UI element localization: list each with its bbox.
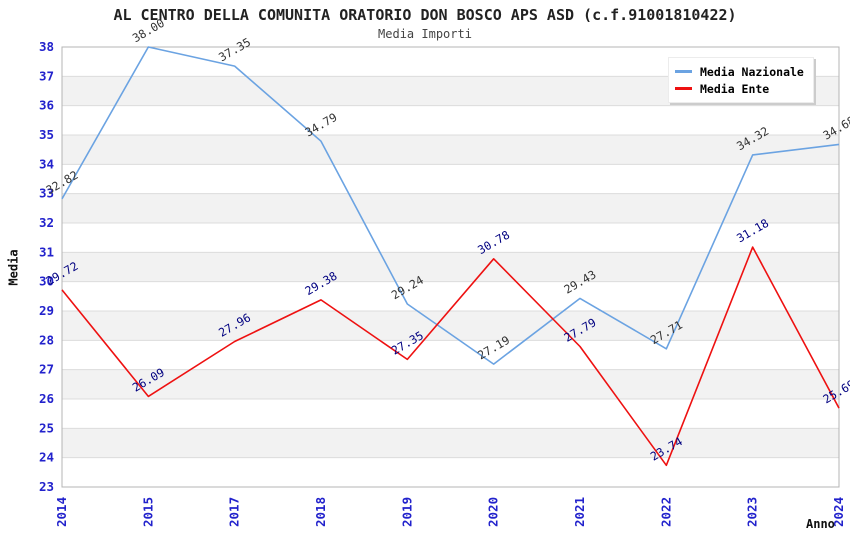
- x-tick-label: 2024: [831, 497, 846, 527]
- y-tick-label: 31: [39, 244, 54, 259]
- y-tick-label: 36: [39, 98, 54, 113]
- y-tick-label: 24: [39, 450, 54, 465]
- series-line-media-ente: [61, 246, 840, 467]
- y-tick-label: 28: [39, 332, 54, 347]
- legend: Media Nazionale Media Ente: [668, 57, 814, 103]
- plot-border: [61, 46, 840, 488]
- legend-item-media-ente: Media Ente: [675, 80, 807, 97]
- legend-swatch-red-line-icon: [675, 87, 692, 90]
- y-tick-label: 34: [39, 156, 54, 171]
- y-tick-label: 35: [39, 127, 54, 142]
- plot-band: [62, 135, 839, 165]
- plot-band: [62, 399, 839, 429]
- x-tick-label: 2017: [227, 497, 242, 527]
- chart-title: AL CENTRO DELLA COMUNITA ORATORIO DON BO…: [113, 6, 737, 24]
- y-tick-label: 26: [39, 391, 54, 406]
- plot-band: [62, 457, 839, 487]
- chart-subtitle: Media Importi: [378, 27, 472, 41]
- legend-item-media-nazionale: Media Nazionale: [675, 63, 807, 80]
- plot-band: [62, 311, 839, 341]
- series-line-media-nazionale: [61, 46, 840, 365]
- y-tick-label: 30: [39, 274, 54, 289]
- y-tick-label: 33: [39, 186, 54, 201]
- x-tick-label: 2014: [54, 497, 69, 527]
- y-tick-label: 29: [39, 303, 54, 318]
- plot-band: [62, 340, 839, 370]
- x-tick-label: 2022: [658, 497, 673, 527]
- data-label: 38.00: [130, 16, 167, 45]
- legend-label: Media Nazionale: [700, 64, 804, 79]
- y-tick-label: 23: [39, 479, 54, 494]
- x-tick-label: 2015: [140, 497, 155, 527]
- legend-swatch-blue-line-icon: [675, 70, 692, 73]
- y-axis-title: Media: [6, 249, 21, 286]
- plot-band: [62, 105, 839, 135]
- x-tick-label: 2023: [745, 497, 760, 527]
- y-tick-label: 27: [39, 362, 54, 377]
- y-tick-label: 25: [39, 420, 54, 435]
- x-tick-label: 2020: [486, 497, 501, 527]
- plot-band: [62, 252, 839, 282]
- x-axis-title: Anno: [806, 517, 835, 531]
- y-tick-label: 38: [39, 39, 54, 54]
- plot-band: [62, 164, 839, 194]
- x-tick-label: 2018: [313, 497, 328, 527]
- x-tick-label: 2021: [572, 497, 587, 527]
- plot-band: [62, 428, 839, 458]
- legend-label: Media Ente: [700, 81, 770, 96]
- plot-band: [62, 281, 839, 311]
- plot-band: [62, 223, 839, 253]
- plot-band: [62, 193, 839, 223]
- y-tick-label: 37: [39, 68, 54, 83]
- y-tick-label: 32: [39, 215, 54, 230]
- x-tick-label: 2019: [399, 497, 414, 527]
- plot-band: [62, 369, 839, 399]
